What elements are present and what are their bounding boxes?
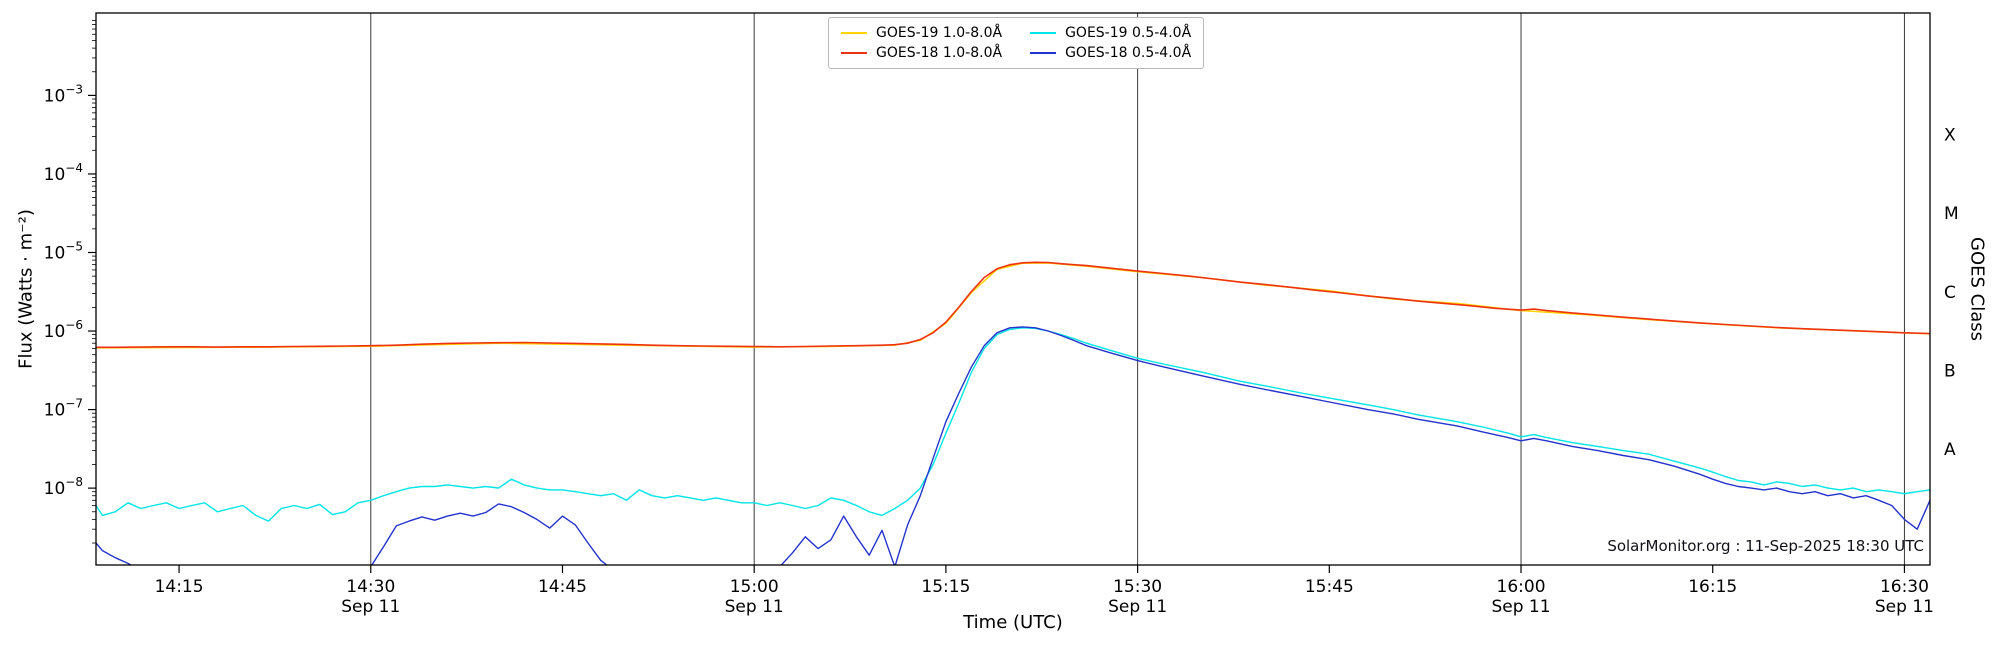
goes-class-labels: X M C B A [1944,126,1959,460]
y-tick-label: 10−5 [44,239,83,263]
x-tick-date-label: Sep 11 [725,597,784,617]
date-gridlines [370,13,1905,565]
y-tick-label: 10−6 [44,318,83,342]
goes-class-axis-title: GOES Class [1966,237,1988,341]
y-axis-title: Flux (Watts · m⁻²) [15,209,37,369]
x-tick-date-label: Sep 11 [1108,597,1167,617]
x-tick-label: 14:45 [538,577,587,597]
goes-class-a-label: A [1944,440,1956,460]
legend-line-goes19-short-icon [1030,32,1057,34]
x-tick-label: 15:30 [1113,577,1162,597]
legend-label-goes18-long: GOES-18 1.0-8.0Å [876,45,1003,61]
legend-line-goes18-short-icon [1030,52,1057,54]
x-tick-label: 16:15 [1688,577,1737,597]
y-tick-label: 10−8 [44,475,83,499]
x-tick-label: 15:00 [730,577,779,597]
series-lines [96,261,1930,565]
x-tick-date-label: Sep 11 [1875,597,1934,617]
x-tick-label: 14:30 [346,577,395,597]
y-tick-label: 10−4 [44,161,83,185]
x-tick-date-label: Sep 11 [341,597,400,617]
x-tick-label: 16:30 [1880,577,1929,597]
x-tick-label: 14:15 [155,577,204,597]
x-tick-label: 15:45 [1305,577,1354,597]
legend-entry-goes18-short: GOES-18 0.5-4.0Å [1030,45,1191,61]
legend-entry-goes18-long: GOES-18 1.0-8.0Å [841,45,1002,61]
legend-label-goes19-long: GOES-19 1.0-8.0Å [876,25,1003,41]
legend-label-goes18-short: GOES-18 0.5-4.0Å [1065,45,1192,61]
x-axis-title: Time (UTC) [963,612,1063,633]
series-goes19_short [96,327,1930,522]
legend-line-goes18-long-icon [841,52,867,54]
x-tick-label: 16:00 [1497,577,1546,597]
series-goes18_short [96,326,1930,565]
legend-line-goes19-long-icon [841,32,867,34]
y-tick-label: 10−7 [44,397,83,421]
x-tick-date-label: Sep 11 [1491,597,1550,617]
series-goes18_long [96,261,1930,349]
plot-frame [95,12,1931,566]
x-tick-label: 15:15 [921,577,970,597]
goes-class-b-label: B [1944,361,1956,381]
legend-entry-goes19-long: GOES-19 1.0-8.0Å [841,25,1002,41]
legend-box: GOES-19 1.0-8.0Å GOES-18 1.0-8.0Å GOES-1… [828,17,1205,69]
legend-label-goes19-short: GOES-19 0.5-4.0Å [1065,25,1192,41]
legend-entry-goes19-short: GOES-19 0.5-4.0Å [1030,25,1191,41]
watermark-text: SolarMonitor.org : 11-Sep-2025 18:30 UTC [1607,537,1924,555]
y-axis: 10−3 10−4 10−5 10−6 10−7 10−8 [44,20,96,544]
goes-class-m-label: M [1944,204,1959,224]
y-tick-label: 10−3 [44,82,83,106]
goes-class-x-label: X [1944,126,1956,146]
goes-class-c-label: C [1944,283,1956,303]
